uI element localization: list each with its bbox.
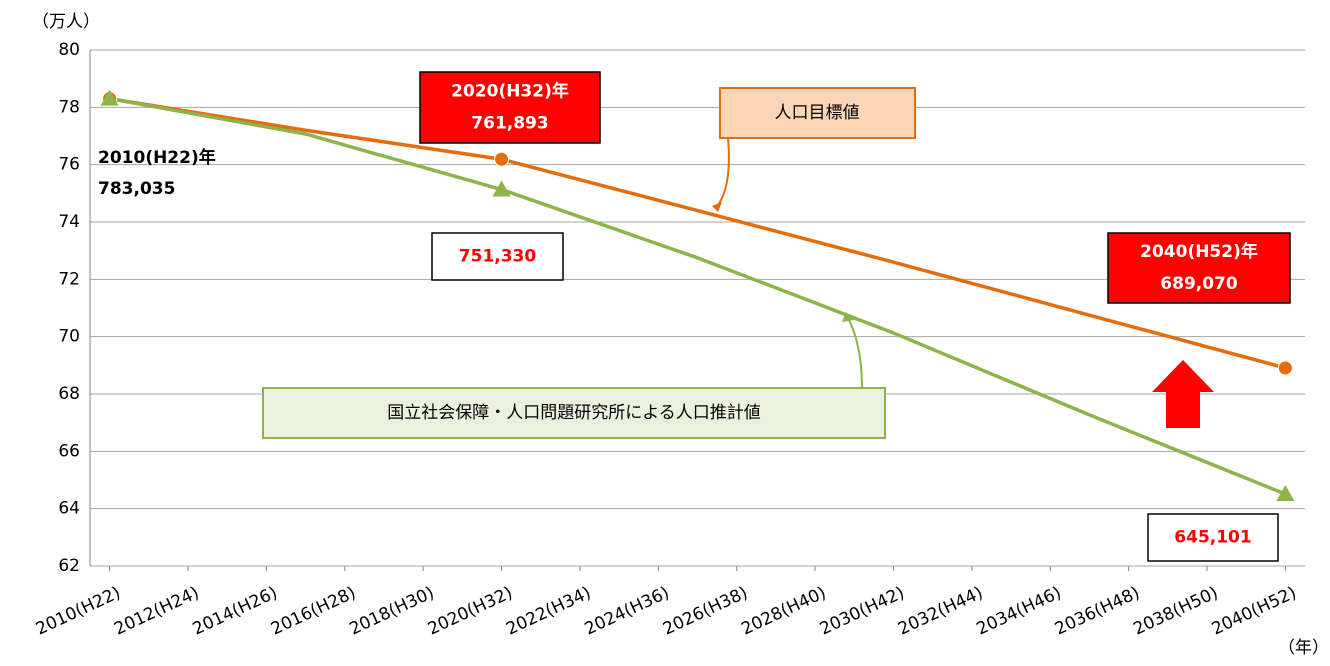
x-tick-label: 2038(H50) bbox=[1130, 583, 1221, 640]
legend-label: 人口目標値 bbox=[775, 103, 860, 123]
x-tick-label: 2032(H44) bbox=[895, 583, 986, 640]
x-tick-label: 2010(H22) bbox=[33, 583, 124, 640]
x-unit-label: （年） bbox=[1278, 638, 1329, 658]
y-tick-label: 76 bbox=[58, 155, 80, 175]
annotation-text: 2010(H22)年 bbox=[98, 147, 216, 168]
callout-arrow bbox=[847, 317, 863, 389]
point-marker bbox=[494, 151, 510, 167]
x-tick-label: 2018(H30) bbox=[346, 583, 437, 640]
annotation-text: 689,070 bbox=[1160, 274, 1238, 294]
legend-box bbox=[719, 87, 916, 139]
x-tick-label: 2014(H26) bbox=[190, 583, 281, 640]
x-tick-label: 2024(H36) bbox=[582, 583, 673, 640]
point-marker bbox=[1276, 485, 1295, 502]
x-tick-label: 2012(H24) bbox=[111, 583, 202, 640]
lines bbox=[100, 89, 1295, 502]
legend-label: 国立社会保障・人口問題研究所による人口推計値 bbox=[387, 403, 761, 423]
y-tick-label: 80 bbox=[58, 40, 80, 60]
up-arrow bbox=[1152, 360, 1214, 428]
callout-arrowhead bbox=[842, 312, 854, 322]
grid: 626466687072747678802010(H22)2012(H24)20… bbox=[33, 40, 1305, 640]
series-line bbox=[109, 96, 1286, 370]
annotation-text: 2020(H32)年 bbox=[451, 81, 569, 102]
y-tick-label: 78 bbox=[58, 97, 80, 117]
annotation-box bbox=[431, 232, 564, 281]
x-tick-label: 2016(H28) bbox=[268, 583, 359, 640]
y-unit-label: （万人） bbox=[32, 12, 100, 32]
point-marker bbox=[1277, 360, 1293, 376]
x-tick-label: 2022(H34) bbox=[503, 583, 594, 640]
x-tick-label: 2040(H52) bbox=[1209, 583, 1300, 640]
series-line bbox=[109, 96, 1287, 496]
annotation-box bbox=[1107, 232, 1291, 304]
annotation-text: 645,101 bbox=[1174, 528, 1251, 548]
y-tick-label: 72 bbox=[58, 269, 80, 289]
legend-box bbox=[262, 387, 886, 439]
x-tick-label: 2020(H32) bbox=[425, 583, 516, 640]
point-marker bbox=[100, 89, 119, 106]
y-tick-label: 66 bbox=[58, 441, 80, 461]
y-tick-label: 74 bbox=[58, 212, 80, 232]
x-tick-label: 2030(H42) bbox=[817, 583, 908, 640]
annotation-text: 783,035 bbox=[98, 179, 175, 199]
x-tick-label: 2028(H40) bbox=[738, 583, 829, 640]
point-marker bbox=[492, 180, 511, 197]
x-tick-label: 2026(H38) bbox=[660, 583, 751, 640]
annotation-text: 761,893 bbox=[471, 114, 548, 134]
callout-arrow bbox=[717, 137, 730, 206]
annotation-box bbox=[1147, 513, 1279, 562]
y-tick-label: 62 bbox=[58, 556, 80, 576]
x-tick-label: 2036(H48) bbox=[1052, 583, 1143, 640]
y-tick-label: 70 bbox=[58, 327, 80, 347]
annotations: 2010(H22)年 783,035 2020(H32)年 761,893 751,33… bbox=[98, 71, 1291, 562]
x-tick-label: 2034(H46) bbox=[974, 583, 1065, 640]
y-tick-label: 68 bbox=[58, 384, 80, 404]
annotation-text: 751,330 bbox=[459, 247, 537, 267]
callout-arrowhead bbox=[712, 202, 722, 212]
annotation-text: 2040(H52)年 bbox=[1140, 241, 1258, 262]
y-tick-label: 64 bbox=[58, 499, 80, 519]
annotation-box bbox=[419, 71, 601, 144]
